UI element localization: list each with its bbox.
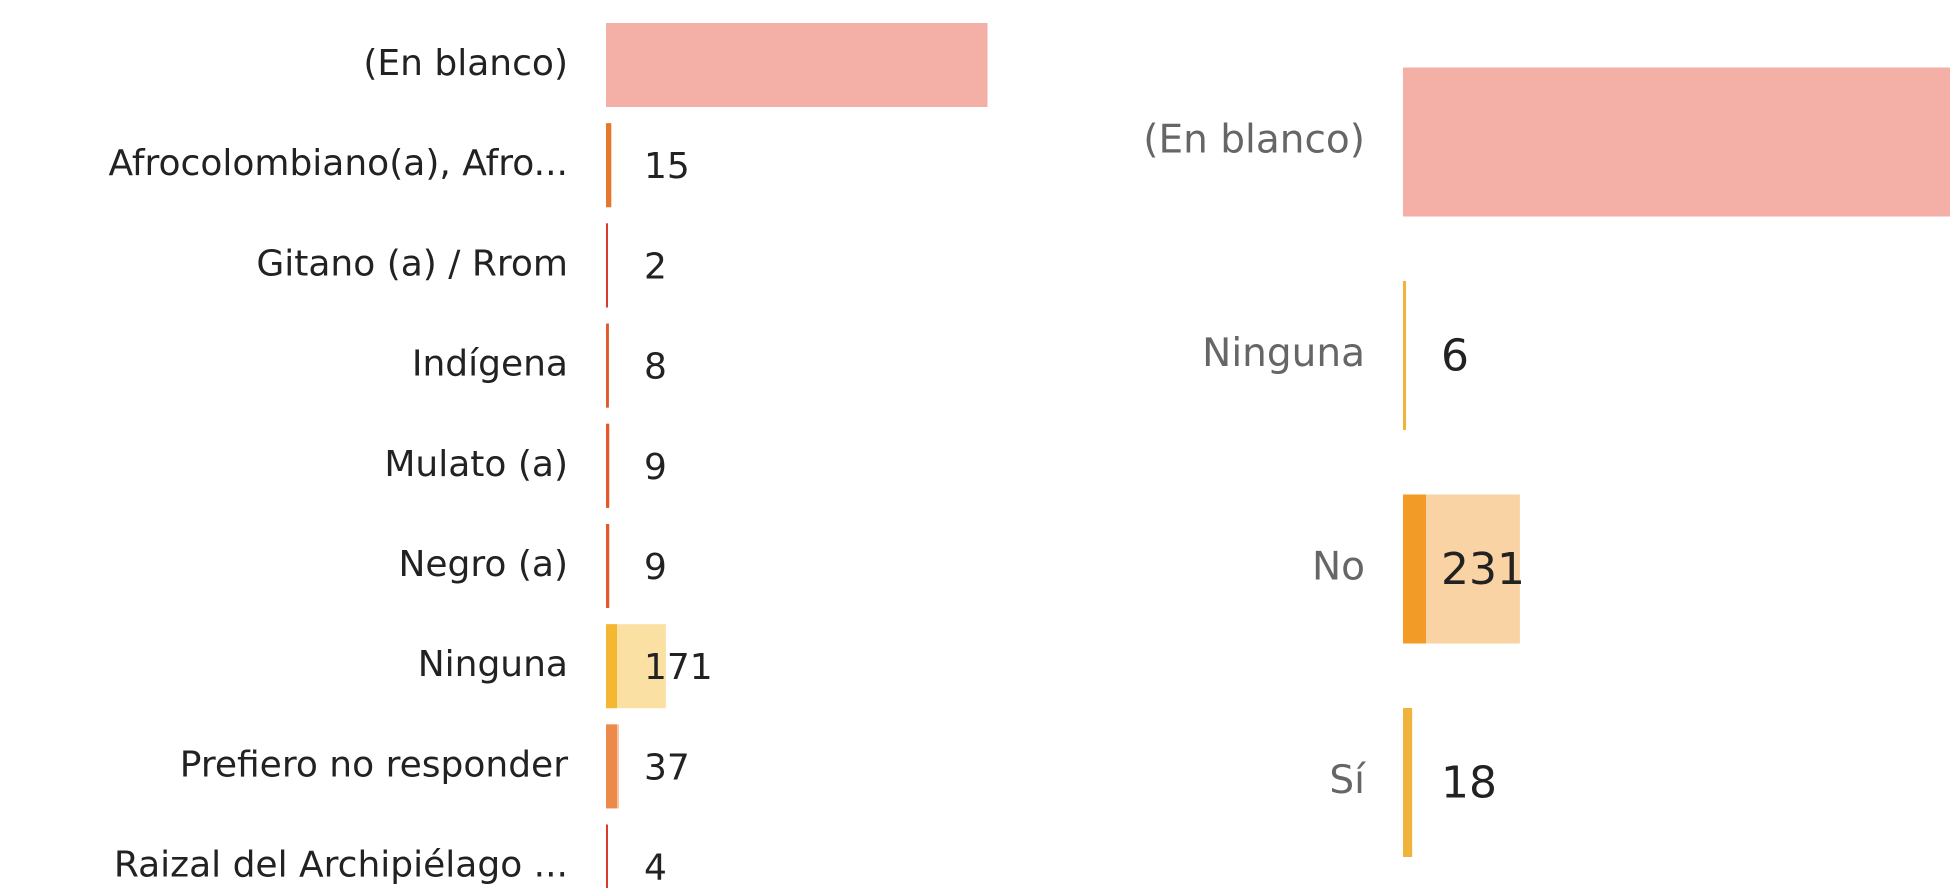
data-label: 37 (644, 747, 690, 788)
data-label: 15 (644, 146, 690, 187)
category-label: Negro (a) (398, 544, 568, 585)
bar-accent (1403, 494, 1426, 644)
bar-accent (606, 223, 608, 308)
category-label: Ninguna (418, 644, 568, 685)
bar (606, 23, 988, 107)
category-label: (En blanco) (363, 43, 568, 84)
data-label: 4 (644, 848, 667, 888)
data-label: 6 (1441, 331, 1469, 382)
category-label: Indígena (412, 344, 568, 385)
bar-accent (1403, 708, 1413, 857)
data-label: 8 (644, 347, 667, 388)
category-label: No (1312, 545, 1365, 590)
category-label: Gitano (a) / Rrom (256, 243, 568, 284)
bar-accent (1403, 67, 1426, 217)
data-label: 9 (644, 447, 667, 488)
data-label: 2 (644, 246, 667, 287)
category-label: Prefiero no responder (180, 744, 568, 785)
bar-accent (606, 123, 612, 208)
bar-accent (606, 423, 610, 508)
category-label: Afrocolombiano(a), Afro... (108, 143, 568, 184)
category-label: Sí (1329, 758, 1366, 803)
category-label: Ninguna (1202, 331, 1365, 376)
bar-accent (1403, 281, 1407, 430)
data-label: 171 (644, 647, 713, 688)
bar-accent (606, 23, 617, 107)
bar-accent (606, 624, 617, 709)
bar (1403, 67, 1950, 217)
category-label: Raizal del Archipiélago ... (114, 845, 568, 886)
category-label: Mulato (a) (384, 444, 568, 485)
bar-accent (606, 524, 610, 608)
data-label: 9 (644, 547, 667, 588)
data-label: 231 (1441, 544, 1525, 595)
bar-accent (606, 724, 617, 809)
bar-accent (606, 323, 609, 408)
category-label: (En blanco) (1143, 118, 1365, 163)
data-label: 18 (1441, 758, 1497, 809)
bar-accent (606, 824, 608, 888)
